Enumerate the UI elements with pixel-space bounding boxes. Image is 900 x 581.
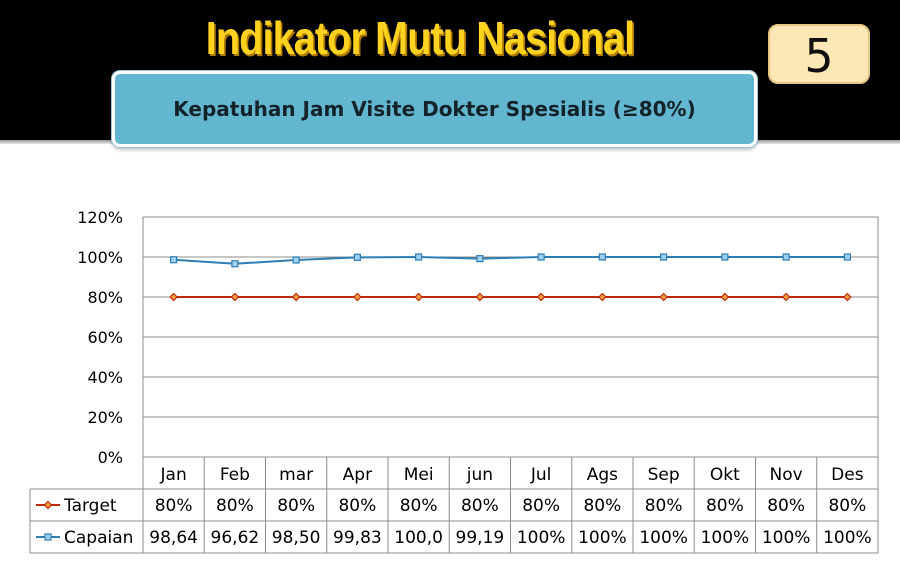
data-label: 98,64 — [149, 528, 198, 548]
x-tick-label: Ags — [587, 465, 618, 485]
data-label: 80% — [767, 496, 805, 516]
data-label: 80% — [583, 496, 621, 516]
data-label: 80% — [338, 496, 376, 516]
x-tick-label: Sep — [648, 465, 680, 485]
data-point — [536, 292, 546, 302]
legend-marker — [43, 500, 53, 510]
data-label: 80% — [216, 496, 254, 516]
data-point — [476, 255, 484, 263]
data-label: 80% — [828, 496, 866, 516]
data-point — [475, 292, 485, 302]
page-number: 5 — [768, 24, 870, 84]
data-label: 80% — [400, 496, 438, 516]
data-label: 80% — [522, 496, 560, 516]
data-point — [291, 292, 301, 302]
data-point — [598, 292, 607, 302]
data-point — [598, 253, 606, 261]
data-point — [414, 292, 423, 302]
data-label: 80% — [461, 496, 499, 516]
legend-entry: Capaian — [64, 528, 133, 548]
x-tick-label: Feb — [220, 465, 250, 485]
data-point — [353, 292, 362, 302]
x-tick-label: Nov — [770, 465, 803, 485]
x-tick-label: Des — [831, 465, 864, 485]
series-line-capaian — [173, 255, 848, 265]
data-label: 100% — [762, 528, 811, 548]
data-label: 100% — [639, 528, 688, 548]
data-point — [170, 256, 178, 264]
data-label: 100% — [517, 528, 566, 548]
data-label: 80% — [155, 496, 193, 516]
data-point — [782, 253, 790, 261]
legend-marker — [44, 533, 52, 541]
data-point — [230, 292, 240, 302]
y-tick-label: 0% — [98, 448, 123, 467]
data-label: 80% — [706, 496, 744, 516]
x-tick-label: Okt — [710, 465, 740, 485]
data-label: 80% — [645, 496, 683, 516]
y-tick-label: 80% — [87, 288, 123, 307]
data-point — [415, 253, 423, 261]
chart-subtitle: Kepatuhan Jam Visite Dokter Spesialis (≥… — [112, 71, 757, 147]
data-label: 99,83 — [333, 528, 382, 548]
y-tick-label: 100% — [77, 248, 123, 267]
data-label: 99,19 — [456, 528, 505, 548]
data-point — [660, 253, 668, 261]
y-tick-label: 40% — [87, 368, 123, 387]
data-label: 80% — [277, 496, 315, 516]
data-point — [353, 253, 361, 261]
data-label: 98,50 — [272, 528, 321, 548]
data-point — [843, 253, 851, 261]
data-point — [720, 292, 730, 302]
y-tick-label: 120% — [77, 208, 123, 227]
data-point — [292, 256, 300, 264]
x-tick-label: mar — [279, 465, 313, 485]
data-label: 100,0 — [394, 528, 443, 548]
data-point — [659, 292, 668, 302]
data-point — [843, 292, 852, 302]
data-label: 100% — [823, 528, 872, 548]
x-tick-label: Jul — [530, 465, 552, 485]
x-tick-label: jun — [466, 465, 493, 485]
data-label: 100% — [578, 528, 627, 548]
data-point — [721, 253, 729, 261]
data-point — [231, 260, 239, 268]
data-point — [537, 253, 545, 261]
y-tick-label: 20% — [87, 408, 123, 427]
x-tick-label: Jan — [160, 465, 187, 485]
data-label: 96,62 — [211, 528, 260, 548]
data-label: 100% — [701, 528, 750, 548]
data-point — [781, 292, 791, 302]
page-title: Indikator Mutu Nasional — [205, 12, 635, 64]
data-point — [169, 292, 178, 302]
x-tick-label: Mei — [404, 465, 434, 485]
x-tick-label: Apr — [343, 465, 372, 485]
y-tick-label: 60% — [87, 328, 123, 347]
legend-entry: Target — [63, 496, 117, 516]
